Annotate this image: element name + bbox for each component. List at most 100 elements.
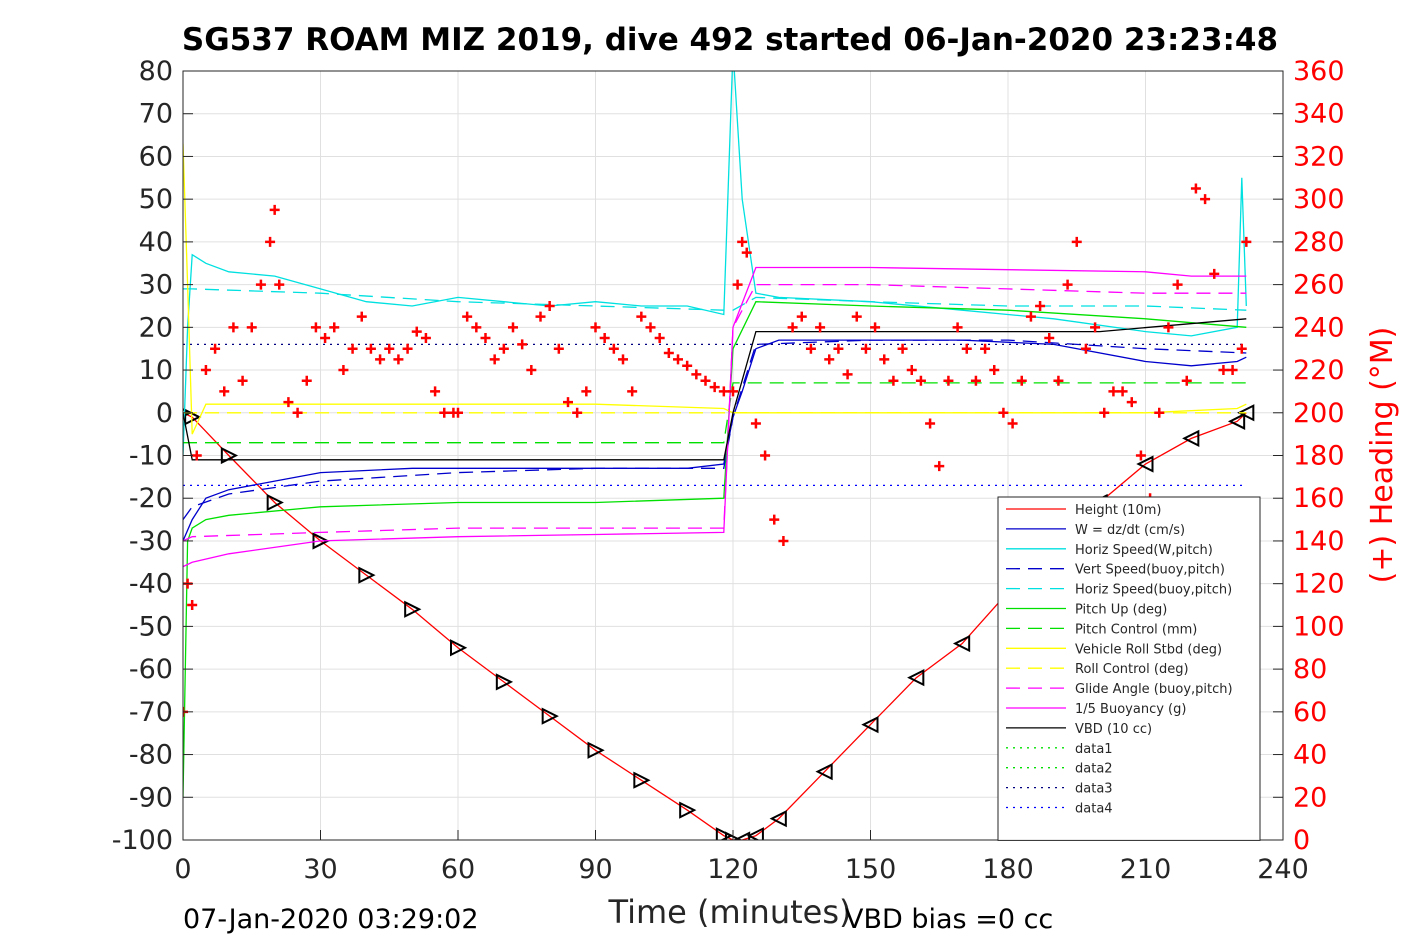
- heading-point: [1035, 300, 1046, 311]
- heading-point: [187, 600, 198, 611]
- heading-point: [526, 365, 537, 376]
- height-marker: [679, 801, 697, 819]
- footer-timestamp: 07-Jan-2020 03:29:02: [183, 904, 479, 935]
- series-layer: [183, 71, 1255, 840]
- heading-point: [255, 279, 266, 290]
- legend-entry: 1/5 Buoyancy (g): [1075, 702, 1186, 717]
- heading-point: [897, 343, 908, 354]
- heading-point: [411, 326, 422, 337]
- bottom-axis: 0 30 60 90 120 150 180 210 240: [174, 830, 1309, 885]
- heading-point: [375, 354, 386, 365]
- bottom-tick-label: 240: [1257, 854, 1309, 885]
- heading-point: [439, 407, 450, 418]
- bottom-tick-label: 150: [845, 854, 897, 885]
- right-tick-label: 120: [1293, 569, 1345, 600]
- left-axis: 80 70 60 50 40 30 20 10 0 -10 -20 -30 -40 -50 -60 -70 -8…: [112, 56, 193, 856]
- heading-point: [283, 397, 294, 408]
- left-tick-label: -100: [112, 825, 173, 856]
- heading-point: [1181, 375, 1192, 386]
- heading-point: [1099, 407, 1110, 418]
- legend-entry: Pitch Control (mm): [1075, 622, 1197, 637]
- heading-point: [1135, 450, 1146, 461]
- legend-entry: Vert Speed(buoy,pitch): [1075, 563, 1225, 578]
- right-tick-label: 220: [1293, 355, 1345, 386]
- height-marker: [1227, 412, 1246, 430]
- series-line-11: [183, 318, 1247, 461]
- heading-point: [925, 418, 936, 429]
- heading-point: [998, 407, 1009, 418]
- bottom-tick-label: 0: [174, 854, 191, 885]
- footer-vbd-bias: VBD bias =0 cc: [845, 904, 1053, 935]
- heading-point: [480, 333, 491, 344]
- heading-point: [842, 369, 853, 380]
- bottom-tick-label: 90: [578, 854, 612, 885]
- heading-point: [1025, 311, 1036, 322]
- heading-point: [269, 204, 280, 215]
- legend-entry: data1: [1075, 742, 1113, 757]
- heading-point: [365, 343, 376, 354]
- heading-point: [1209, 268, 1220, 279]
- heading-point: [796, 311, 807, 322]
- series-line-4: [183, 288, 1247, 311]
- right-tick-label: 160: [1293, 483, 1345, 514]
- series-line-5: [183, 301, 1247, 798]
- legend-entry: Roll Control (deg): [1075, 662, 1189, 677]
- left-tick-label: -80: [129, 740, 173, 771]
- heading-point: [420, 333, 431, 344]
- right-tick-label: 240: [1293, 312, 1345, 343]
- heading-point: [1154, 407, 1165, 418]
- heading-point: [1062, 279, 1073, 290]
- bottom-tick-label: 30: [303, 854, 337, 885]
- height-marker: [404, 600, 422, 618]
- right-tick-label: 300: [1293, 184, 1345, 215]
- right-tick-label: 260: [1293, 270, 1345, 301]
- height-marker: [815, 763, 833, 781]
- heading-point: [1236, 343, 1247, 354]
- right-tick-label: 360: [1293, 56, 1345, 87]
- heading-point: [778, 535, 789, 546]
- right-tick-label: 40: [1293, 740, 1327, 771]
- left-tick-label: -30: [129, 526, 173, 557]
- heading-point: [1227, 365, 1238, 376]
- heading-point: [228, 322, 239, 333]
- heading-point: [1053, 375, 1064, 386]
- heading-point: [815, 322, 826, 333]
- heading-point: [498, 343, 509, 354]
- bottom-tick-label: 180: [982, 854, 1034, 885]
- series-line-3: [183, 339, 1247, 520]
- heading-point: [1090, 322, 1101, 333]
- heading-point: [860, 343, 871, 354]
- height-marker: [450, 639, 468, 657]
- heading-point: [1117, 386, 1128, 397]
- heading-point: [384, 343, 395, 354]
- left-tick-label: -20: [129, 483, 173, 514]
- height-marker: [907, 669, 925, 687]
- left-tick-label: -60: [129, 654, 173, 685]
- heading-point: [769, 514, 780, 525]
- heading-point: [833, 343, 844, 354]
- heading-point: [393, 354, 404, 365]
- legend-entry: data4: [1075, 802, 1113, 817]
- heading-point: [879, 354, 890, 365]
- left-tick-label: -10: [129, 441, 173, 472]
- heading-point: [673, 354, 683, 365]
- heading-point: [1200, 194, 1211, 205]
- heading-point: [1016, 375, 1027, 386]
- heading-point: [572, 407, 583, 418]
- legend-entry: Glide Angle (buoy,pitch): [1075, 682, 1233, 697]
- heading-point: [1080, 343, 1091, 354]
- height-marker: [732, 831, 751, 840]
- heading-point: [599, 333, 610, 344]
- heading-point: [581, 386, 592, 397]
- right-tick-label: 0: [1293, 825, 1310, 856]
- height-marker: [1136, 455, 1154, 473]
- left-tick-label: 10: [139, 355, 173, 386]
- x-axis-label: Time (minutes): [608, 893, 852, 931]
- heading-point: [563, 397, 573, 408]
- heading-point: [237, 375, 248, 386]
- height-marker: [312, 532, 330, 550]
- heading-point: [663, 347, 674, 358]
- height-marker: [541, 707, 559, 725]
- heading-point: [682, 360, 693, 371]
- right-tick-label: 20: [1293, 782, 1327, 813]
